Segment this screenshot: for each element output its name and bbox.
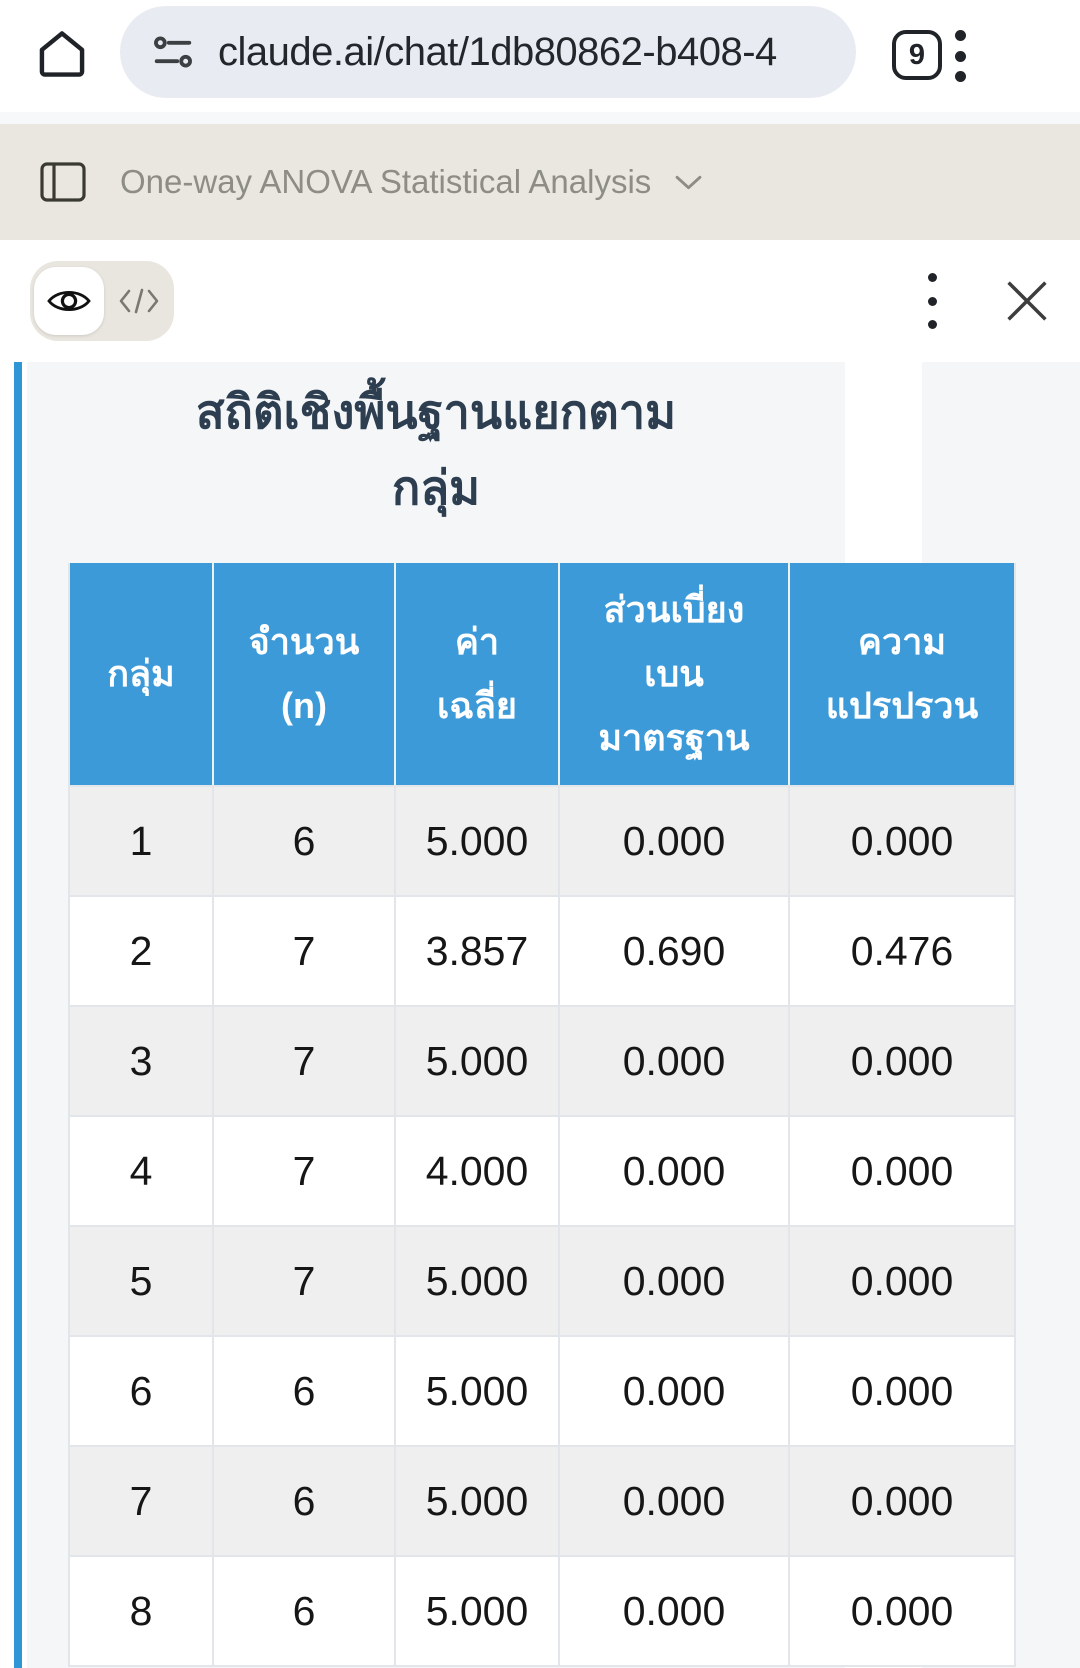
artifact-toolbar	[0, 240, 1080, 362]
table-cell: 5.000	[396, 1007, 560, 1115]
table-cell: 5.000	[396, 787, 560, 895]
table-cell: 5.000	[396, 1557, 560, 1665]
table-cell: 7	[214, 1117, 396, 1225]
table-header-row: กลุ่ม จำนวน (n) ค่า เฉลี่ย ส่วนเบี่ยง เบ…	[70, 563, 1014, 787]
col-header-group: กลุ่ม	[70, 563, 214, 785]
table-row: 5 7 5.000 0.000 0.000	[70, 1227, 1014, 1337]
sidebar-toggle-button[interactable]	[40, 162, 86, 202]
table-row: 6 6 5.000 0.000 0.000	[70, 1337, 1014, 1447]
table-cell: 5.000	[396, 1337, 560, 1445]
table-cell: 0.000	[850, 1147, 954, 1194]
table-cell: 6	[214, 787, 396, 895]
stats-title: สถิติเชิงพื้นฐานแยกตาม กลุ่ม	[195, 385, 677, 515]
col-header-sd: ส่วนเบี่ยง เบน มาตรฐาน	[560, 563, 790, 785]
artifact-content: สถิติเชิงพื้นฐานแยกตาม กลุ่ม กลุ่ม จำนวน…	[0, 362, 1080, 1668]
table-cell: 5	[70, 1227, 214, 1335]
tune-icon	[154, 36, 192, 68]
col-header-variance: ความ แปรปรวน	[790, 563, 1014, 785]
table-cell: 6	[214, 1337, 396, 1445]
chat-title[interactable]: One-way ANOVA Statistical Analysis	[120, 163, 652, 200]
table-cell: 4	[70, 1117, 214, 1225]
table-cell: 0.000	[560, 1117, 790, 1225]
close-artifact-button[interactable]	[1004, 278, 1050, 324]
home-button[interactable]	[34, 26, 90, 82]
table-cell: 3.857	[396, 897, 560, 1005]
table-cell: 2	[70, 897, 214, 1005]
table-cell: 0.000	[560, 1337, 790, 1445]
table-row: 3 7 5.000 0.000 0.000	[70, 1007, 1014, 1117]
table-cell: 8	[70, 1557, 214, 1665]
table-row: 2 7 3.857 0.690 0.476	[70, 897, 1014, 1007]
table-cell: 0.000	[850, 1367, 954, 1414]
table-cell: 4.000	[396, 1117, 560, 1225]
code-icon	[119, 288, 159, 314]
browser-menu-button[interactable]	[951, 30, 969, 82]
table-cell: 0.000	[560, 1007, 790, 1115]
tab-count: 9	[908, 38, 926, 71]
table-row: 7 6 5.000 0.000 0.000	[70, 1447, 1014, 1557]
table-cell: 0.000	[850, 817, 954, 864]
table-body: 1 6 5.000 0.000 0.000 2 7 3.857 0.690 0.…	[70, 787, 1014, 1667]
chrome-divider	[0, 112, 1080, 124]
tab-counter[interactable]: 9	[892, 30, 942, 80]
blue-accent-bar	[14, 362, 22, 1668]
code-toggle-button[interactable]	[104, 267, 174, 335]
table-row: 4 7 4.000 0.000 0.000	[70, 1117, 1014, 1227]
table-row: 1 6 5.000 0.000 0.000	[70, 787, 1014, 897]
sidebar-toggle-icon	[40, 162, 86, 202]
table-cell: 6	[70, 1337, 214, 1445]
table-cell: 5.000	[396, 1447, 560, 1555]
col-header-mean: ค่า เฉลี่ย	[396, 563, 560, 785]
kebab-menu-icon	[928, 273, 937, 282]
table-cell: 7	[214, 1007, 396, 1115]
table-cell: 7	[214, 1227, 396, 1335]
table-cell: 7	[214, 897, 396, 1005]
close-icon	[1007, 281, 1047, 321]
artifact-menu-button[interactable]	[928, 273, 940, 329]
kebab-menu-icon	[954, 30, 966, 41]
chevron-down-icon[interactable]	[675, 174, 702, 191]
stats-table: กลุ่ม จำนวน (n) ค่า เฉลี่ย ส่วนเบี่ยง เบ…	[68, 563, 1016, 1667]
view-toggle	[30, 261, 174, 341]
url-text: claude.ai/chat/1db80862-b408-4	[218, 29, 777, 74]
table-cell: 5.000	[396, 1227, 560, 1335]
preview-toggle-button[interactable]	[34, 267, 104, 335]
table-cell: 0.000	[850, 1477, 954, 1524]
table-cell: 0.000	[560, 1227, 790, 1335]
table-cell: 6	[214, 1447, 396, 1555]
url-bar[interactable]: claude.ai/chat/1db80862-b408-4	[120, 6, 856, 98]
col-header-n: จำนวน (n)	[214, 563, 396, 785]
browser-bar: claude.ai/chat/1db80862-b408-4 9	[0, 0, 1080, 112]
table-cell: 0.476	[850, 927, 954, 974]
chat-header: One-way ANOVA Statistical Analysis	[0, 124, 1080, 240]
table-cell: 0.690	[560, 897, 790, 1005]
table-cell: 1	[70, 787, 214, 895]
table-cell: 7	[70, 1447, 214, 1555]
table-cell: 0.000	[560, 1447, 790, 1555]
table-cell: 0.000	[560, 1557, 790, 1665]
table-row: 8 6 5.000 0.000 0.000	[70, 1557, 1014, 1667]
table-cell: 0.000	[560, 787, 790, 895]
table-cell: 6	[214, 1557, 396, 1665]
table-cell: 0.000	[850, 1037, 954, 1084]
home-icon	[39, 31, 85, 77]
table-cell: 3	[70, 1007, 214, 1115]
table-cell: 0.000	[850, 1257, 954, 1304]
table-cell: 0.000	[850, 1587, 954, 1634]
eye-icon	[47, 290, 91, 312]
